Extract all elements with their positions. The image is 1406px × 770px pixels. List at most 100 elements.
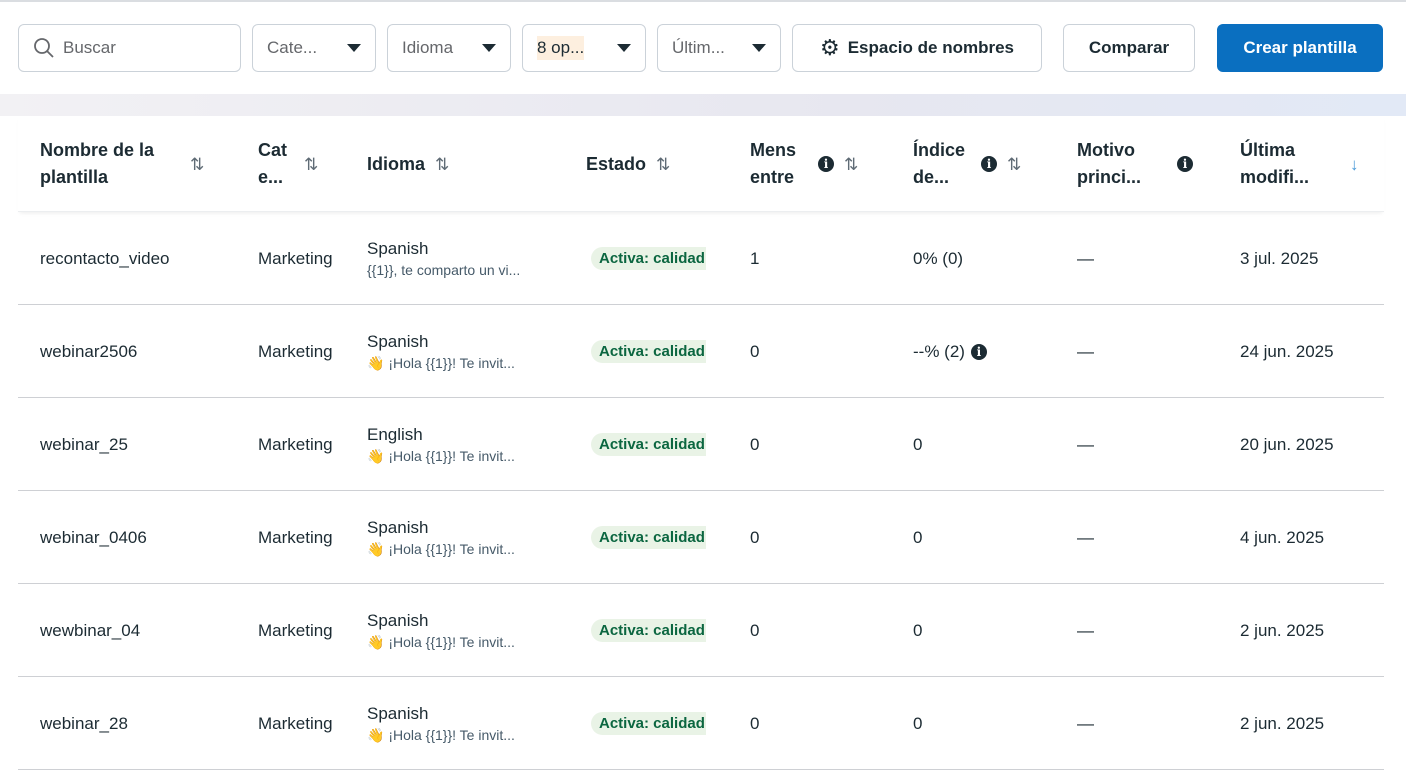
status-cell: Activa: calidad [591,212,706,305]
category: Marketing [258,434,333,454]
sort-icon[interactable]: ⇅ [190,154,205,174]
template-name[interactable]: recontacto_video [40,248,170,268]
caret-down-icon [482,44,496,52]
last-modified: 20 jun. 2025 [1240,434,1334,454]
status-badge: Activa: calidad [591,619,706,642]
status-cell: Activa: calidad [591,584,706,677]
col-label: Idioma [367,153,426,174]
category-filter[interactable]: Cate... [252,24,376,72]
caret-down-icon [347,44,361,52]
sort-icon[interactable]: ⇅ [435,154,450,174]
last-modified: 2 jun. 2025 [1240,713,1325,733]
message-preview: {{1}}, te comparto un vi... [367,262,521,278]
filter-label: Últim... [672,38,725,57]
button-label: Comparar [1088,38,1170,57]
index-cell: 0 [913,584,922,677]
col-category[interactable]: Cat e... ⇅ [258,116,338,212]
button-label: Crear plantilla [1243,38,1357,57]
status-badge: Activa: calidad [591,526,706,549]
template-name[interactable]: webinar_28 [40,713,128,733]
table-row[interactable]: webinar_25 Marketing English 👋 ¡Hola {{1}… [18,398,1384,491]
language-cell: Spanish 👋 ¡Hola {{1}}! Te invit... [367,491,515,584]
button-label: Espacio de nombres [847,38,1014,57]
index-cell: 0% (0) [913,212,963,305]
col-label: Última modifi... [1240,140,1309,187]
info-icon[interactable]: i [970,343,987,360]
index-value: --% (2) [913,341,965,361]
filter-label: 8 op... [537,36,585,60]
language-cell: Spanish {{1}}, te comparto un vi... [367,212,520,305]
table-header: Nombre de la plantilla ⇅ Cat e... ⇅ Idioma… [18,116,1384,212]
status-cell: Activa: calidad [591,677,706,770]
col-label: Índice de... [913,140,965,187]
info-icon[interactable]: i [818,156,834,172]
category: Marketing [258,620,333,640]
sort-icon[interactable]: ⇅ [1007,154,1022,174]
index-value: 0 [913,434,923,454]
template-name[interactable]: webinar_0406 [40,527,147,547]
sort-desc-icon[interactable]: ↓ [1350,154,1359,174]
last-modified: 4 jun. 2025 [1240,527,1325,547]
table-body: recontacto_video Marketing Spanish {{1}},… [18,212,1384,770]
toolbar: Cate... Idioma 8 op... Últim... ⚙ Espacio… [18,24,1384,72]
messages-delivered: 0 [750,527,760,547]
table-row[interactable]: wewbinar_04 Marketing Spanish 👋 ¡Hola {{1… [18,584,1384,677]
table-row[interactable]: webinar_28 Marketing Spanish 👋 ¡Hola {{1}… [18,677,1384,770]
category: Marketing [258,713,333,733]
search-box[interactable] [18,24,241,72]
filter-label: Idioma [402,38,454,57]
index-cell: 0 [913,398,922,491]
category: Marketing [258,341,333,361]
sort-icon[interactable]: ⇅ [656,154,671,174]
search-input[interactable] [63,38,223,58]
col-label: Nombre de la plantilla [40,140,155,187]
create-template-button[interactable]: Crear plantilla [1217,24,1383,72]
info-icon[interactable]: i [1177,156,1193,172]
last-modified: 24 jun. 2025 [1240,341,1334,361]
col-status[interactable]: Estado ⇅ [586,116,670,212]
reason: — [1077,341,1094,361]
status-badge: Activa: calidad [591,433,706,456]
language-filter[interactable]: Idioma [387,24,511,72]
col-messages[interactable]: Mens entre i ⇅ [750,116,858,212]
col-modified[interactable]: Última modifi... ↓ [1240,116,1359,212]
index-cell: 0 [913,677,922,770]
status-badge: Activa: calidad [591,712,706,735]
template-name[interactable]: webinar_25 [40,434,128,454]
reason: — [1077,713,1094,733]
sort-icon[interactable]: ⇅ [844,154,859,174]
message-preview: 👋 ¡Hola {{1}}! Te invit... [367,633,515,650]
namespace-button[interactable]: ⚙ Espacio de nombres [792,24,1042,72]
top-divider [0,0,1406,2]
col-language[interactable]: Idioma ⇅ [367,116,449,212]
caret-down-icon [617,44,631,52]
language: Spanish [367,703,429,723]
status-filter[interactable]: 8 op... [522,24,646,72]
message-preview: 👋 ¡Hola {{1}}! Te invit... [367,354,515,371]
status-cell: Activa: calidad [591,305,706,398]
message-preview: 👋 ¡Hola {{1}}! Te invit... [367,726,515,743]
messages-delivered: 0 [750,434,760,454]
template-name[interactable]: webinar2506 [40,341,138,361]
templates-table: Nombre de la plantilla ⇅ Cat e... ⇅ Idioma… [18,116,1384,770]
message-preview: 👋 ¡Hola {{1}}! Te invit... [367,447,515,464]
table-row[interactable]: webinar2506 Marketing Spanish 👋 ¡Hola {{1… [18,305,1384,398]
info-icon[interactable]: i [981,156,997,172]
index-cell: --% (2) i [913,305,987,398]
message-preview: 👋 ¡Hola {{1}}! Te invit... [367,540,515,557]
reason: — [1077,620,1094,640]
sort-icon[interactable]: ⇅ [304,154,319,174]
date-filter[interactable]: Últim... [657,24,781,72]
table-row[interactable]: webinar_0406 Marketing Spanish 👋 ¡Hola {{… [18,491,1384,584]
col-reason[interactable]: Motivo princi... i [1077,116,1193,212]
col-index[interactable]: Índice de... i ⇅ [913,116,1021,212]
reason: — [1077,248,1094,268]
table-row[interactable]: recontacto_video Marketing Spanish {{1}},… [18,212,1384,305]
template-name[interactable]: wewbinar_04 [40,620,141,640]
col-label: Estado [586,153,647,174]
index-value: 0 [913,713,923,733]
last-modified: 3 jul. 2025 [1240,248,1319,268]
gear-icon: ⚙ [819,35,840,60]
compare-button[interactable]: Comparar [1063,24,1195,72]
col-name[interactable]: Nombre de la plantilla ⇅ [40,116,220,212]
